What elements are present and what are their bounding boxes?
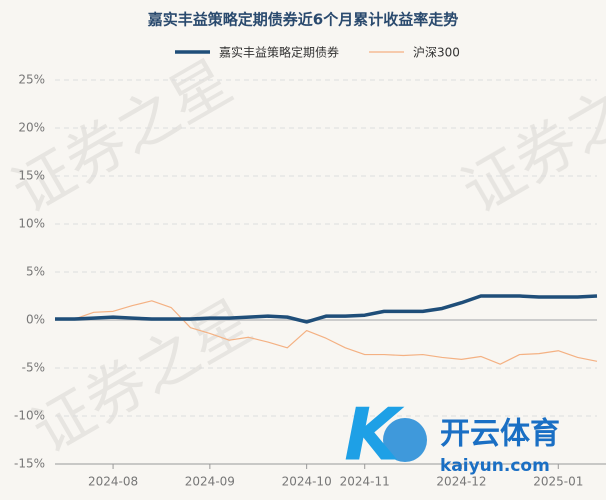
chart-title: 嘉实丰益策略定期债券近6个月累计收益率走势 [147,11,458,29]
y-tick-label: -15% [14,457,45,471]
x-tick-label: 2024-10 [282,475,332,489]
legend-label: 嘉实丰益策略定期债券 [219,45,339,60]
plot: -15% -10% -5% 0% 5% 10% 15% 20% 25% 2024-08 2024-0… [14,45,606,489]
y-tick-label: 15% [18,169,45,183]
series-line [55,294,598,324]
x-tick-label: 2024-09 [185,475,235,489]
y-tick-label: 10% [18,217,45,231]
legend-label: 沪深300 [413,46,460,60]
y-tick-label: -10% [14,409,45,423]
y-tick-label: 0% [26,313,45,327]
series-line [54,300,598,365]
y-tick-label: 5% [26,265,45,279]
x-tick-label: 2024-11 [340,475,390,489]
watermark: 证券之星 [21,287,264,468]
logo-name: 开云体育 [440,417,560,452]
x-tick-label: 2024-08 [88,475,138,489]
x-tick-label: 2025-01 [533,475,583,489]
logo-k: K [344,393,405,477]
watermark: 证券之星 [451,47,606,228]
watermark-layer: 证券之星 证券之星 证券之星 [1,47,606,468]
logo-ball [383,418,427,462]
y-tick-label: 20% [18,121,45,135]
logo-url: kaiyun.com [440,456,550,476]
y-tick-label: -5% [22,361,45,375]
x-tick-label: 2024-12 [436,475,486,489]
y-tick-label: 25% [18,73,45,87]
logo: K 开云体育 kaiyun.com [344,393,560,477]
